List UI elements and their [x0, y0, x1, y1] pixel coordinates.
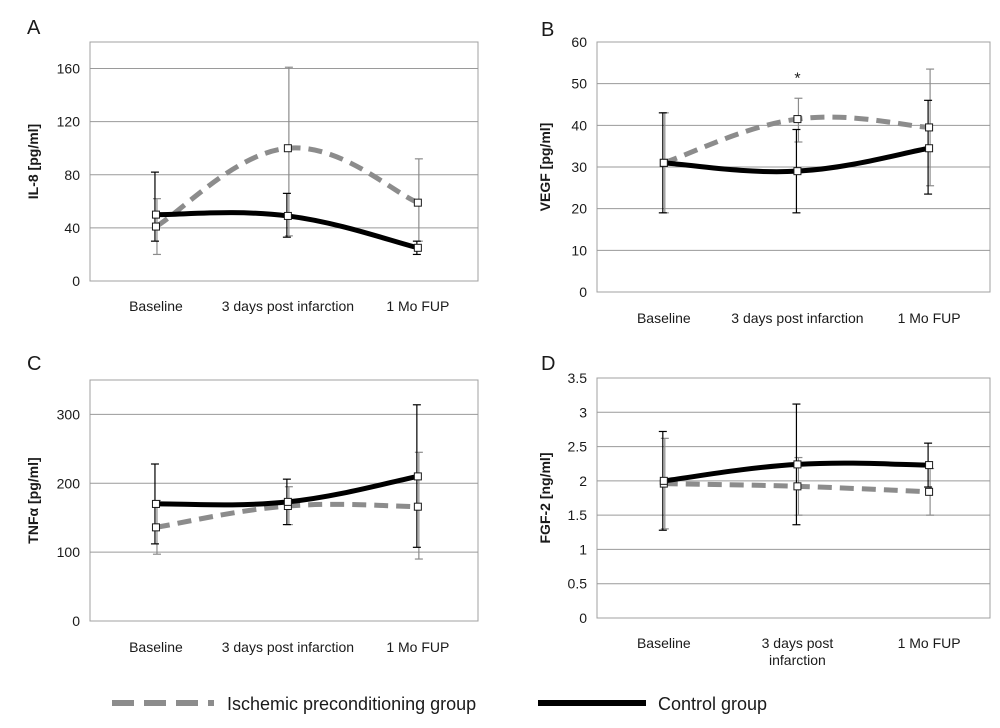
data-point-ischemic: [793, 482, 802, 491]
data-point-control: [283, 497, 292, 506]
y-tick-label: 2.5: [568, 439, 588, 455]
y-tick-label: 0.5: [568, 576, 588, 592]
data-point-control: [413, 472, 422, 481]
x-tick-label: Baseline: [129, 639, 183, 655]
panel-letter: D: [541, 353, 555, 375]
x-tick-label: 1 Mo FUP: [898, 635, 961, 651]
y-axis-label: IL-8 [pg/ml]: [25, 124, 41, 199]
y-tick-label: 40: [571, 117, 587, 133]
y-axis-label: TNFα [pg/ml]: [25, 457, 41, 543]
y-tick-label: 80: [64, 167, 80, 183]
y-tick-label: 0: [579, 610, 587, 626]
panel-letter: C: [27, 353, 41, 375]
data-point-control: [659, 476, 668, 485]
data-point-control: [793, 167, 802, 176]
y-tick-label: 300: [57, 406, 81, 422]
data-point-control: [283, 211, 292, 220]
y-tick-label: 3: [579, 404, 587, 420]
data-point-ischemic: [925, 487, 934, 496]
x-tick-label: 1 Mo FUP: [386, 298, 449, 314]
data-point-ischemic: [793, 115, 802, 124]
x-tick-label: 3 days post: [762, 635, 834, 651]
x-tick-label: Baseline: [129, 298, 183, 314]
legend-control-label: Control group: [658, 694, 767, 714]
data-point-control: [413, 243, 422, 252]
y-tick-label: 2: [579, 473, 587, 489]
panel-c: 0 100 200 300 Baseline 3 days post infarction…: [25, 353, 479, 655]
data-point-ischemic: [925, 123, 934, 132]
data-point-control: [925, 144, 934, 153]
panel-a: 0 40 80 120 160 Baseline 3 days post infarctio…: [25, 17, 479, 314]
panel-letter: B: [541, 19, 554, 41]
x-tick-label: 3 days post infarction: [222, 639, 354, 655]
x-tick-label: Baseline: [637, 310, 691, 326]
data-point-ischemic: [413, 198, 422, 207]
y-tick-label: 0: [72, 273, 80, 289]
x-tick-label: 3 days post infarction: [222, 298, 354, 314]
y-tick-label: 40: [64, 220, 80, 236]
data-point-control: [659, 158, 668, 167]
panel-b: 0 10 20 30 40 50 60 Baseline 3 days post infarct…: [537, 19, 991, 326]
data-point-control: [793, 460, 802, 469]
data-point-ischemic: [151, 523, 160, 532]
y-tick-label: 1.5: [568, 507, 588, 523]
x-tick-label: Baseline: [637, 635, 691, 651]
y-tick-label: 20: [571, 201, 587, 217]
y-tick-label: 50: [571, 76, 587, 92]
data-point-ischemic: [283, 144, 292, 153]
data-point-control: [151, 210, 160, 219]
y-tick-label: 0: [579, 284, 587, 300]
x-tick-label: 3 days post infarction: [731, 310, 863, 326]
y-tick-label: 3.5: [568, 370, 588, 386]
panel-d: 0 0.5 1 1.5 2 2.5 3 3.5 Baseline 3 days postinfar…: [537, 353, 991, 668]
x-tick-label: 1 Mo FUP: [386, 639, 449, 655]
x-tick-label: infarction: [769, 652, 826, 668]
plot-frame: [89, 41, 479, 282]
y-tick-label: 120: [57, 114, 81, 130]
y-tick-label: 0: [72, 613, 80, 629]
y-tick-label: 160: [57, 61, 81, 77]
data-point-ischemic: [413, 502, 422, 511]
significance-annotation: *: [794, 70, 800, 87]
legend: Ischemic preconditioning group Control g…: [112, 694, 767, 714]
y-axis-label: FGF-2 [ng/ml]: [537, 453, 553, 544]
y-tick-label: 60: [571, 34, 587, 50]
legend-ischemic-label: Ischemic preconditioning group: [227, 694, 476, 714]
y-tick-label: 200: [57, 475, 81, 491]
plot-frame: [89, 379, 479, 622]
y-tick-label: 30: [571, 159, 587, 175]
y-tick-label: 100: [57, 544, 81, 560]
y-axis-label: VEGF [pg/ml]: [537, 123, 553, 212]
plot-frame: [596, 377, 991, 619]
y-tick-label: 1: [579, 541, 587, 557]
panel-letter: A: [27, 17, 41, 39]
data-point-ischemic: [151, 222, 160, 231]
x-tick-label: 1 Mo FUP: [898, 310, 961, 326]
data-point-control: [925, 461, 934, 470]
data-point-control: [151, 499, 160, 508]
y-tick-label: 10: [571, 242, 587, 258]
